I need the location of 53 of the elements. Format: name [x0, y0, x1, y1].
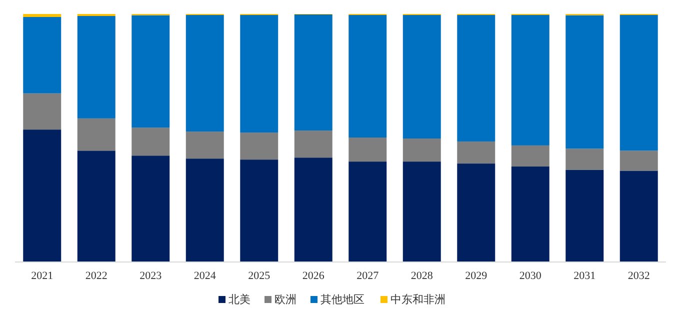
bar	[294, 158, 332, 262]
bar	[23, 93, 62, 130]
bar	[23, 16, 62, 94]
bar	[402, 138, 441, 162]
bar	[77, 16, 116, 118]
bar	[23, 130, 62, 262]
bar	[240, 160, 278, 262]
bar	[620, 14, 658, 151]
bar	[132, 156, 170, 262]
bar	[240, 132, 278, 160]
x-tick-label: 2027	[356, 270, 380, 282]
bar	[186, 158, 224, 262]
bar	[186, 132, 224, 159]
bar	[132, 15, 170, 128]
x-tick-label: 2026	[302, 270, 325, 282]
bar	[240, 14, 278, 133]
x-tick-label: 2021	[31, 270, 54, 282]
x-tick-label: 2023	[140, 270, 162, 282]
legend-label: 北美	[228, 293, 250, 306]
bar	[511, 14, 550, 146]
bar	[402, 14, 441, 138]
bar	[457, 14, 496, 142]
x-tick-label: 2030	[519, 270, 542, 282]
bar	[620, 150, 658, 171]
bar	[511, 166, 550, 262]
bar	[566, 170, 604, 262]
x-tick-label: 2022	[85, 270, 108, 282]
bar	[457, 141, 496, 164]
x-tick-label: 2025	[248, 270, 271, 282]
bar	[132, 128, 170, 156]
bar	[294, 130, 332, 158]
bar	[620, 170, 658, 262]
x-tick-label: 2029	[465, 270, 488, 282]
bar	[348, 162, 387, 262]
bar	[348, 14, 387, 138]
x-tick-label: 2028	[410, 270, 434, 282]
bar	[566, 15, 604, 149]
bar	[186, 14, 224, 132]
x-tick-label: 2032	[628, 270, 650, 282]
bar	[77, 150, 116, 262]
bar	[457, 164, 496, 262]
legend-label: 欧洲	[274, 293, 296, 306]
legend-label: 中东和非洲	[390, 293, 446, 306]
bar	[77, 118, 116, 151]
x-tick-label: 2024	[194, 270, 216, 282]
x-tick-label: 2031	[574, 270, 596, 282]
bar	[294, 14, 332, 131]
bar	[511, 145, 550, 167]
bar	[566, 148, 604, 170]
legend-label: 其他地区	[320, 293, 364, 306]
bar	[348, 138, 387, 162]
bar	[23, 14, 62, 17]
bar	[402, 162, 441, 262]
